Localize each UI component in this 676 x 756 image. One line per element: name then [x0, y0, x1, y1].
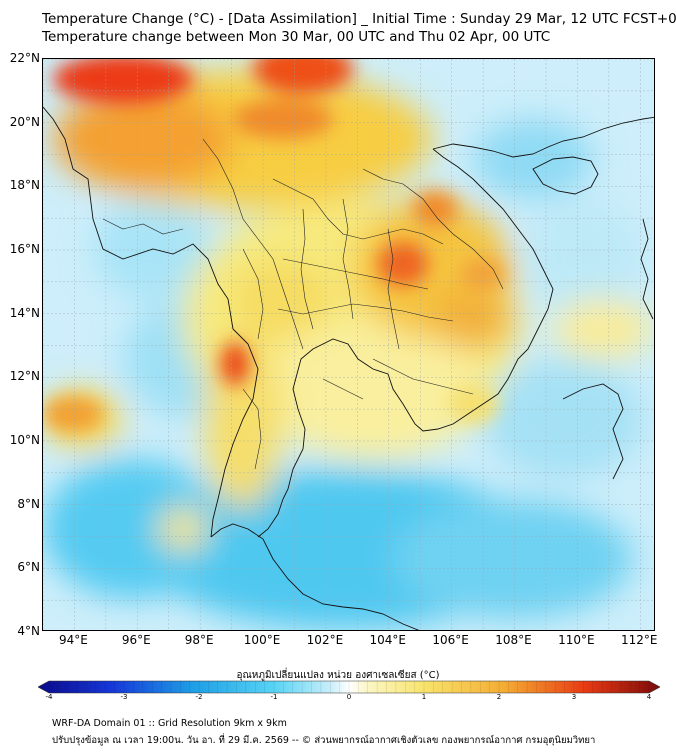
colorbar-tick-label: 3	[571, 693, 577, 701]
map-title: Temperature Change (°C) - [Data Assimila…	[42, 10, 676, 46]
footer-credit: ปรับปรุงข้อมูล ณ เวลา 19:00น. วัน อา. ที…	[52, 735, 596, 746]
longitude-label: 110°E	[558, 633, 595, 647]
title-line-2: Temperature change between Mon 30 Mar, 0…	[42, 29, 551, 45]
colorbar-tick-label: 2	[496, 693, 502, 701]
longitude-label: 106°E	[432, 633, 469, 647]
colorbar-ticks	[48, 681, 650, 693]
latitude-label: 6°N	[17, 560, 40, 575]
lat-lon-gridlines	[43, 59, 654, 630]
temperature-change-map	[42, 58, 655, 631]
admin-borders	[102, 138, 504, 470]
colorbar-tick-label: -3	[120, 693, 128, 701]
coastlines	[43, 106, 654, 630]
latitude-label: 20°N	[9, 114, 40, 129]
latitude-label: 4°N	[17, 624, 40, 638]
longitude-label: 112°E	[621, 633, 658, 647]
colorbar-tick-label: 4	[646, 693, 652, 701]
colorbar-tick-label: 0	[346, 693, 352, 701]
latitude-label: 18°N	[9, 178, 40, 193]
colorbar-tick-label: 1	[421, 693, 427, 701]
longitude-label: 108°E	[495, 633, 532, 647]
colorbar-tick-label: -2	[195, 693, 203, 701]
longitude-label: 100°E	[243, 633, 281, 647]
colorbar-tick-label: -1	[270, 693, 278, 701]
latitude-label: 16°N	[9, 242, 40, 256]
colorbar	[38, 680, 660, 694]
colorbar-title: อุณหภูมิเปลี่ยนแปลง หน่วย องศาเซลเซียส (…	[236, 670, 440, 681]
colorbar-tick-label: -4	[45, 693, 53, 701]
longitude-label: 102°E	[306, 633, 344, 647]
latitude-label: 8°N	[17, 496, 40, 511]
title-line-1: Temperature Change (°C) - [Data Assimila…	[42, 11, 676, 27]
map-canvas	[43, 59, 654, 630]
footer-model-info: WRF-DA Domain 01 :: Grid Resolution 9km …	[52, 718, 287, 729]
longitude-label: 94°E	[58, 633, 88, 647]
longitude-label: 98°E	[184, 633, 214, 647]
latitude-label: 14°N	[9, 305, 40, 320]
latitude-label: 22°N	[9, 51, 40, 65]
longitude-label: 96°E	[121, 633, 151, 647]
longitude-label: 104°E	[369, 633, 407, 647]
latitude-label: 12°N	[9, 369, 40, 384]
latitude-label: 10°N	[9, 433, 40, 447]
